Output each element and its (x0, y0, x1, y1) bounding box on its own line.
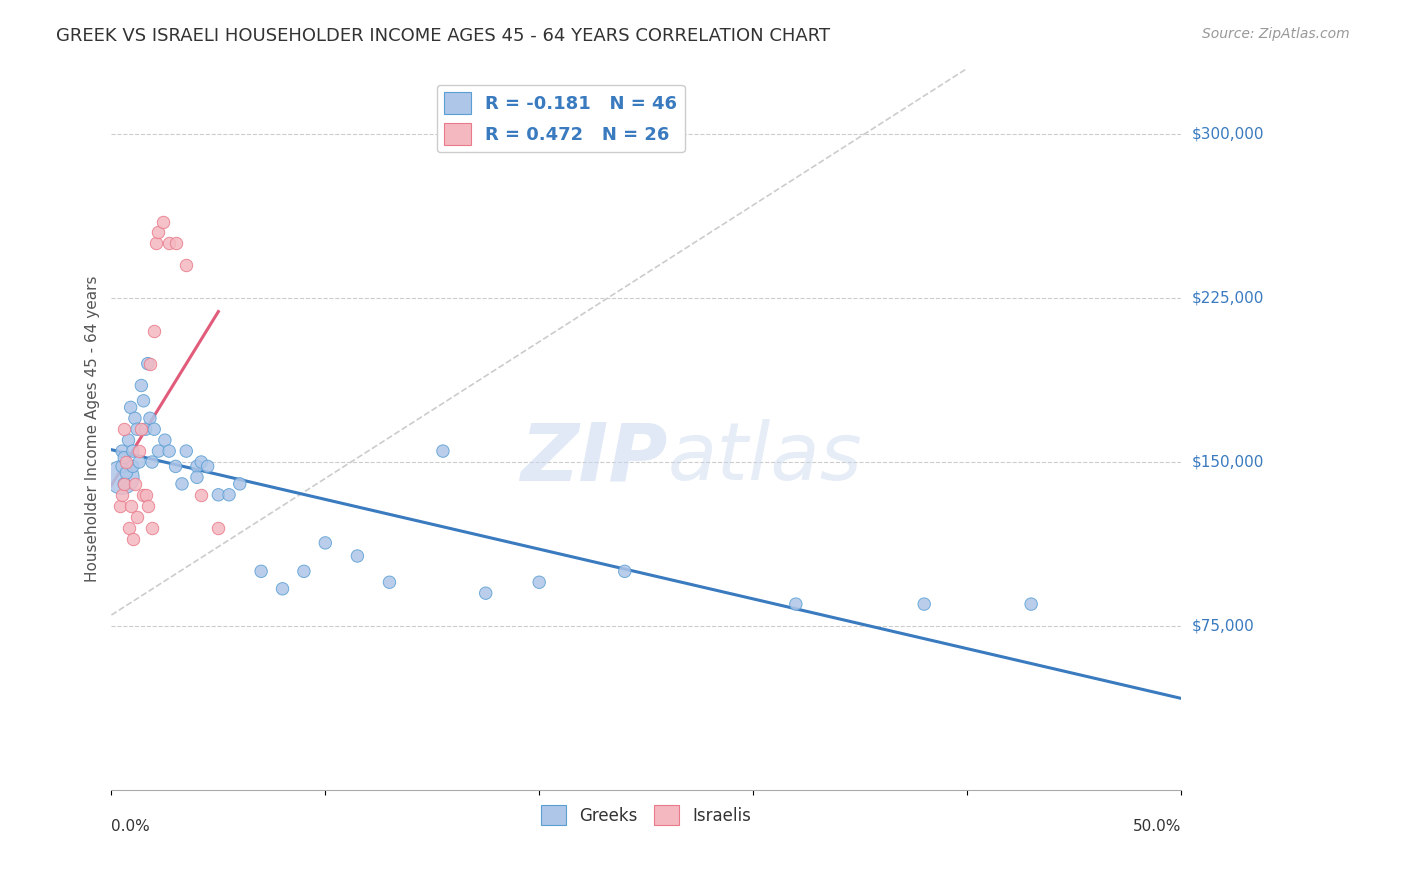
Point (121, 532, 143, 546)
Point (112, 422, 135, 436)
Point (152, 214, 174, 228)
Point (108, 499, 131, 513)
Point (111, 488, 134, 502)
Point (117, 433, 139, 447)
Point (207, 488, 229, 502)
Point (121, 444, 143, 458)
Point (139, 357, 162, 371)
Text: $300,000: $300,000 (1192, 127, 1264, 142)
Point (197, 459, 219, 474)
Point (131, 378, 153, 392)
Point (174, 444, 197, 458)
Point (111, 459, 134, 474)
Point (139, 411, 162, 425)
Point (128, 444, 150, 458)
Point (378, 575, 401, 590)
Point (117, 520, 139, 534)
Text: GREEK VS ISRAELI HOUSEHOLDER INCOME AGES 45 - 64 YEARS CORRELATION CHART: GREEK VS ISRAELI HOUSEHOLDER INCOME AGES… (56, 27, 831, 45)
Point (115, 455, 138, 469)
Point (165, 236, 187, 251)
Point (190, 455, 212, 469)
Point (912, 597, 935, 611)
Point (111, 444, 134, 458)
Point (143, 422, 166, 436)
Point (136, 357, 159, 371)
Point (346, 549, 368, 563)
Point (125, 422, 148, 436)
Point (141, 455, 163, 469)
Text: $150,000: $150,000 (1192, 455, 1264, 469)
Point (148, 226, 170, 240)
Text: $225,000: $225,000 (1192, 291, 1264, 306)
Point (125, 509, 148, 524)
Point (613, 564, 636, 578)
Point (1019, 597, 1042, 611)
Point (136, 499, 159, 513)
Point (186, 470, 208, 484)
Point (229, 476, 252, 491)
Point (115, 466, 138, 480)
Point (132, 393, 155, 408)
Point (153, 433, 176, 447)
Point (174, 258, 197, 272)
Point (141, 520, 163, 534)
Point (111, 470, 134, 484)
Point (785, 597, 807, 611)
Point (128, 455, 150, 469)
Point (207, 520, 229, 534)
Point (190, 488, 212, 502)
Point (250, 564, 273, 578)
Point (120, 401, 142, 415)
Point (135, 422, 157, 436)
Point (474, 586, 496, 600)
Point (314, 536, 336, 550)
Text: $75,000: $75,000 (1192, 618, 1254, 633)
Point (121, 459, 143, 474)
Point (120, 499, 142, 513)
Y-axis label: Householder Income Ages 45 - 64 years: Householder Income Ages 45 - 64 years (86, 276, 100, 582)
Point (157, 444, 180, 458)
Legend: Greeks, Israelis: Greeks, Israelis (534, 798, 758, 832)
Text: ZIP: ZIP (520, 419, 668, 497)
Text: 50.0%: 50.0% (1132, 819, 1181, 834)
Point (112, 476, 135, 491)
Text: atlas: atlas (668, 419, 862, 497)
Point (112, 476, 135, 491)
Point (124, 476, 146, 491)
Point (143, 324, 166, 338)
Point (527, 575, 550, 590)
Point (165, 459, 187, 474)
Point (124, 411, 146, 425)
Point (170, 476, 193, 491)
Text: Source: ZipAtlas.com: Source: ZipAtlas.com (1202, 27, 1350, 41)
Point (432, 444, 454, 458)
Point (145, 236, 167, 251)
Point (157, 236, 180, 251)
Point (218, 488, 240, 502)
Point (132, 488, 155, 502)
Point (148, 444, 170, 458)
Point (131, 422, 153, 436)
Point (186, 459, 208, 474)
Point (135, 488, 157, 502)
Point (292, 564, 315, 578)
Text: 0.0%: 0.0% (111, 819, 150, 834)
Point (271, 582, 294, 596)
Point (112, 450, 135, 465)
